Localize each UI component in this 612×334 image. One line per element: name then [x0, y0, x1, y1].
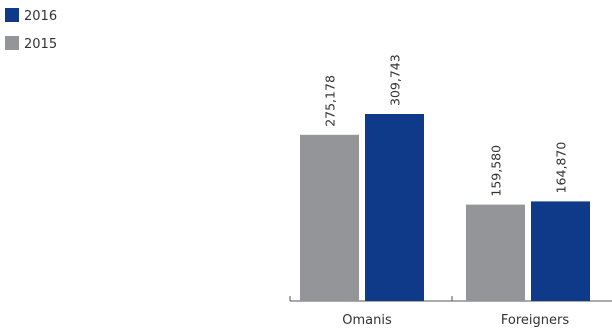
data-labels-group: 275,178 309,743 159,580 164,870 — [323, 54, 569, 196]
bar-omanis-2016 — [365, 114, 424, 301]
bar-foreigners-2016 — [531, 201, 590, 301]
bar-omanis-2015 — [300, 134, 359, 301]
x-tick-label-foreigners: Foreigners — [501, 313, 569, 328]
data-label-omanis-2015: 275,178 — [323, 75, 338, 127]
legend-label-2016: 2016 — [24, 9, 57, 24]
legend-swatch-2016 — [5, 8, 19, 22]
data-label-foreigners-2016: 164,870 — [554, 142, 569, 194]
data-label-foreigners-2015: 159,580 — [489, 145, 504, 197]
data-label-omanis-2016: 309,743 — [388, 54, 403, 106]
bars-group — [300, 114, 590, 301]
legend-swatch-2015 — [5, 36, 19, 50]
legend: 2016 2015 — [5, 8, 57, 52]
legend-label-2015: 2015 — [24, 37, 57, 52]
bar-foreigners-2015 — [466, 204, 525, 301]
x-tick-label-omanis: Omanis — [342, 313, 392, 328]
